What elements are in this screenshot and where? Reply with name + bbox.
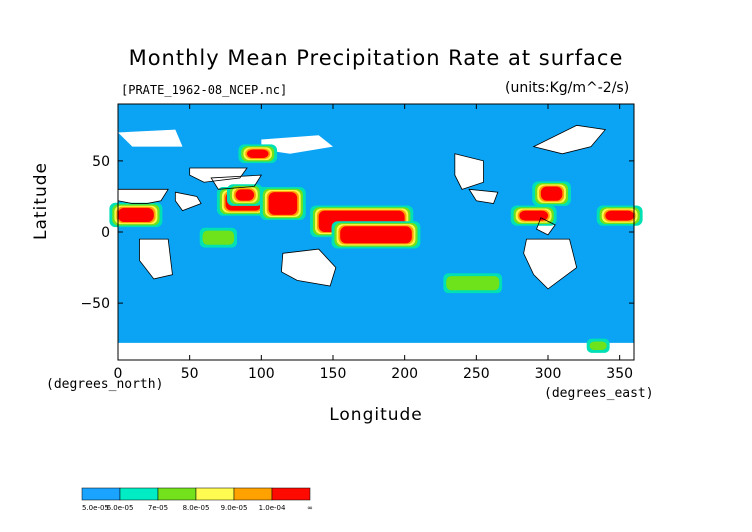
land-region <box>175 192 202 211</box>
coast-outline <box>280 248 337 287</box>
land-region <box>118 189 169 204</box>
coast-outline <box>468 188 499 205</box>
x-tick-label: 150 <box>320 366 347 382</box>
colorbar-label: ∞ <box>307 504 313 512</box>
y-unit-label: (degrees_north) <box>46 377 164 392</box>
y-ticks: 50 0 −50 <box>80 154 634 312</box>
colorbar-swatch <box>271 487 311 501</box>
y-tick-label: 0 <box>101 225 110 241</box>
precip-bands <box>109 144 643 353</box>
x-tick-label: 250 <box>463 366 490 382</box>
coast-outline <box>523 238 578 290</box>
land-mask <box>118 125 634 360</box>
precip-cell-max <box>605 210 634 221</box>
precip-cell-max <box>118 207 154 223</box>
coast-outline <box>139 238 173 280</box>
y-tick-label: −50 <box>80 296 110 312</box>
colorbar-swatch <box>157 487 197 501</box>
chart-title: Monthly Mean Precipitation Rate at surfa… <box>128 46 624 70</box>
precip-cell-max <box>247 149 269 159</box>
coast-outline <box>536 217 556 236</box>
colorbar-label: 1.0e-04 <box>259 504 286 512</box>
land-region <box>523 239 577 289</box>
precip-cell-max <box>268 192 298 215</box>
y-axis-label: Latitude <box>31 162 51 240</box>
precip-cell-max <box>235 189 255 201</box>
colorbar-swatch <box>81 487 121 501</box>
land-region <box>454 153 484 190</box>
colorbar-swatch <box>195 487 235 501</box>
colorbar-label: 6.0e-05 <box>107 504 134 512</box>
x-unit-label: (degrees_east) <box>544 386 654 401</box>
x-tick-label: 300 <box>535 366 562 382</box>
colorbar-label: 5.0e-05 <box>82 504 109 512</box>
x-tick-label: 200 <box>391 366 418 382</box>
x-tick-label: 0 <box>114 366 123 382</box>
colorbar-label: 9.0e-05 <box>221 504 248 512</box>
x-axis-label: Longitude <box>329 405 423 425</box>
land-region <box>118 342 634 360</box>
colorbar-label: 7e-05 <box>148 504 168 512</box>
x-tick-label: 350 <box>606 366 633 382</box>
land-region <box>261 135 333 154</box>
coast-outline <box>189 167 248 183</box>
x-ticks: 0 50 100 150 200 250 300 350 <box>114 104 633 382</box>
coast-outline <box>454 153 484 190</box>
colorbar: 5.0e-056.0e-05 7e-05 8.0e-05 9.0e-05 1.0e-04… <box>81 487 313 512</box>
precip-cell-mid <box>202 230 235 245</box>
colorbar-label: 8.0e-05 <box>183 504 210 512</box>
land-region <box>281 249 336 287</box>
coast-outline <box>174 191 202 212</box>
units-label: (units:Kg/m^-2/s) <box>505 80 630 96</box>
precip-cell-mid <box>446 276 500 291</box>
colorbar-swatch <box>119 487 159 501</box>
coast-outline <box>532 124 607 155</box>
file-label: [PRATE_1962-08_NCEP.nc] <box>121 83 288 97</box>
x-tick-label: 100 <box>248 366 275 382</box>
land-region <box>139 239 173 279</box>
y-tick-label: 50 <box>92 154 110 170</box>
coast-outline <box>210 174 263 190</box>
precip-cell-mid <box>589 341 607 351</box>
land-region <box>533 125 606 154</box>
land-region <box>118 129 183 147</box>
precip-cell-max <box>340 226 412 244</box>
x-tick-label: 50 <box>181 366 199 382</box>
colorbar-swatch <box>233 487 273 501</box>
precip-cell-max <box>540 186 563 201</box>
